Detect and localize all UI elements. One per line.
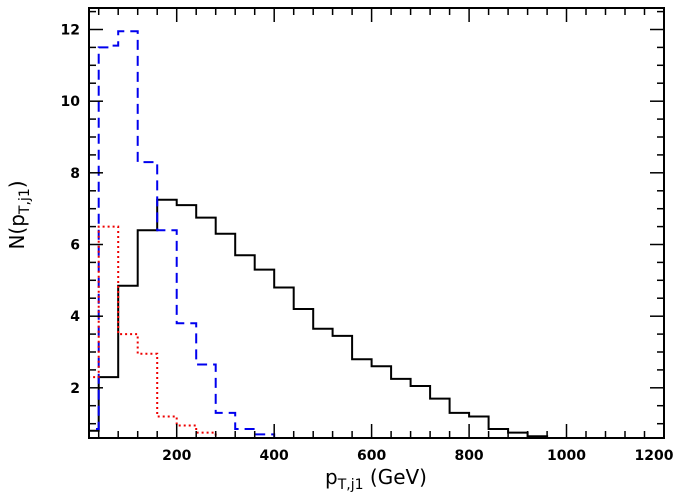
y-axis-label-main: N(p bbox=[5, 214, 29, 249]
y-axis-label-tail: ) bbox=[5, 180, 29, 188]
plot-frame bbox=[88, 7, 665, 439]
x-tick-label: 1200 bbox=[635, 448, 674, 464]
series-solid-line bbox=[88, 198, 625, 439]
x-axis-label: pT,j1 (GeV) bbox=[325, 465, 427, 493]
x-axis-label-main: p bbox=[325, 465, 338, 489]
tick-labels-layer: 200 400 600 800 1000 1200 2 4 6 8 10 12 bbox=[61, 23, 674, 465]
x-axis-label-tail: (GeV) bbox=[364, 465, 427, 489]
x-tick-label: 400 bbox=[260, 448, 289, 464]
series-dotted-line bbox=[88, 225, 217, 438]
x-axis-label-sub: T,j1 bbox=[337, 477, 364, 493]
x-tick-label: 1000 bbox=[547, 448, 586, 464]
ticks-layer bbox=[89, 8, 664, 438]
x-tick-label: 200 bbox=[162, 448, 191, 464]
series-dashed-line bbox=[88, 30, 276, 438]
y-axis-label: N(pT,j1) bbox=[5, 180, 33, 249]
y-tick-label: 8 bbox=[70, 166, 80, 182]
y-tick-label: 4 bbox=[70, 309, 80, 325]
y-tick-label: 10 bbox=[61, 94, 81, 110]
y-tick-label: 2 bbox=[70, 381, 80, 397]
series-layer bbox=[88, 30, 625, 439]
x-tick-label: 800 bbox=[454, 448, 483, 464]
y-tick-label: 6 bbox=[70, 238, 80, 254]
x-tick-label: 600 bbox=[357, 448, 386, 464]
y-axis-label-sub: T,j1 bbox=[17, 188, 33, 215]
y-tick-label: 12 bbox=[61, 23, 80, 39]
